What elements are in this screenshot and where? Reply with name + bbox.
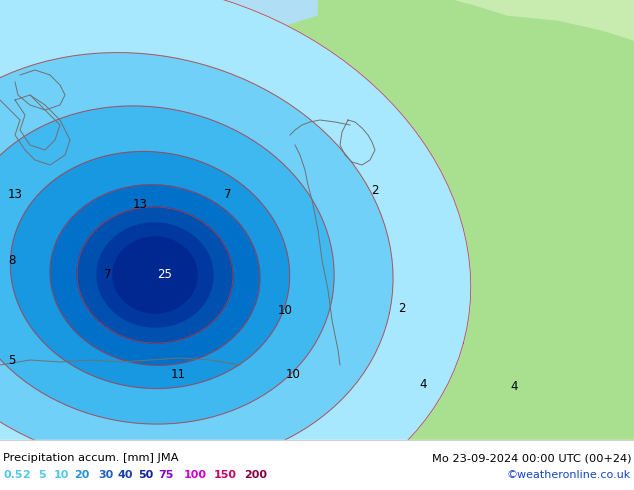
Text: 10: 10 [278, 303, 292, 317]
Text: 4: 4 [510, 381, 518, 393]
Polygon shape [0, 52, 393, 467]
Polygon shape [97, 223, 213, 327]
Text: 200: 200 [244, 470, 267, 480]
Text: 2: 2 [22, 470, 30, 480]
Text: 2: 2 [372, 183, 378, 196]
Text: 4: 4 [419, 378, 427, 392]
Text: Precipitation accum. [mm] JMA: Precipitation accum. [mm] JMA [3, 453, 179, 463]
Polygon shape [113, 237, 197, 313]
Polygon shape [0, 0, 349, 440]
Text: 50: 50 [138, 470, 153, 480]
Polygon shape [77, 207, 233, 343]
Polygon shape [135, 0, 215, 45]
Polygon shape [222, 0, 317, 25]
Polygon shape [50, 185, 260, 365]
Polygon shape [279, 0, 634, 440]
Text: 10: 10 [285, 368, 301, 382]
Text: 40: 40 [118, 470, 134, 480]
Text: 7: 7 [104, 269, 112, 281]
Text: 100: 100 [184, 470, 207, 480]
Polygon shape [0, 0, 90, 190]
Polygon shape [0, 106, 334, 424]
Text: ©weatheronline.co.uk: ©weatheronline.co.uk [507, 470, 631, 480]
Bar [0, 440, 634, 490]
Text: 13: 13 [133, 198, 148, 212]
Text: 2: 2 [398, 301, 406, 315]
Text: 13: 13 [8, 189, 22, 201]
Polygon shape [325, 210, 365, 270]
Text: 7: 7 [224, 189, 232, 201]
Text: 11: 11 [171, 368, 186, 382]
Text: 8: 8 [8, 253, 16, 267]
Text: 75: 75 [158, 470, 173, 480]
Polygon shape [456, 0, 634, 40]
Text: 150: 150 [214, 470, 237, 480]
Text: 0.5: 0.5 [3, 470, 22, 480]
Polygon shape [10, 151, 290, 389]
Text: 5: 5 [8, 353, 16, 367]
Text: 20: 20 [74, 470, 89, 480]
Text: 25: 25 [158, 269, 172, 281]
Text: 30: 30 [98, 470, 113, 480]
Text: 5: 5 [38, 470, 46, 480]
Bar [0, 0, 634, 440]
Polygon shape [0, 0, 471, 490]
Text: 10: 10 [54, 470, 69, 480]
Text: Mo 23-09-2024 00:00 UTC (00+24): Mo 23-09-2024 00:00 UTC (00+24) [432, 453, 631, 463]
